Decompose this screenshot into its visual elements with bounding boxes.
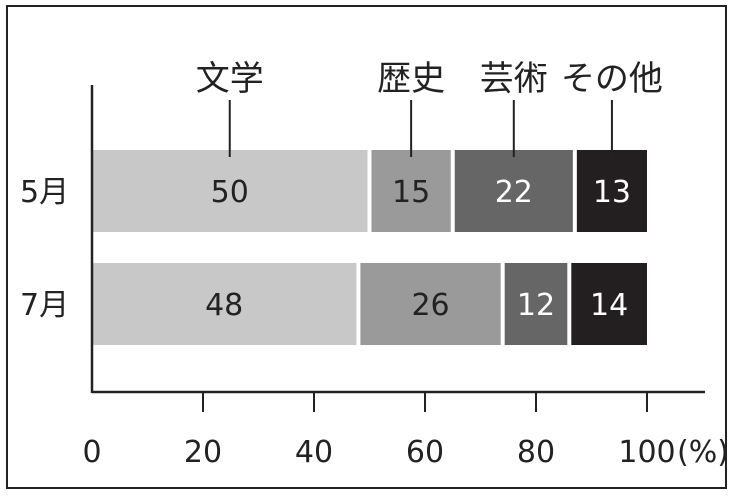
legend-group: 文学 歴史 芸術 その他 [196, 59, 663, 157]
bar-segment [92, 150, 368, 232]
bar-segment [92, 263, 357, 345]
bar-value-label: 48 [205, 288, 243, 323]
bar-segment [360, 263, 501, 345]
x-tick-label: 80 [517, 435, 555, 470]
bar-value-label: 12 [517, 288, 555, 323]
x-tick-label: 60 [406, 435, 444, 470]
x-tick-label: 20 [184, 435, 222, 470]
legend-label: 歴史 [377, 59, 445, 99]
bar-value-label: 14 [590, 288, 628, 323]
legend-label: 芸術 [480, 59, 548, 99]
legend-label: その他 [561, 59, 663, 99]
chart-frame [6, 5, 727, 489]
bar-value-label: 13 [593, 175, 631, 210]
category-label: 7月 [20, 288, 69, 323]
category-label: 5月 [20, 175, 69, 210]
bar-segment [576, 150, 647, 232]
bar-value-label: 50 [211, 175, 249, 210]
value-labels-group: 50 15 22 13 48 26 12 14 [205, 175, 631, 323]
bars-group [92, 150, 647, 345]
bar-segment [504, 263, 568, 345]
bar-value-label: 15 [392, 175, 430, 210]
x-tick-label: 40 [295, 435, 333, 470]
bar-value-label: 22 [495, 175, 533, 210]
legend-label: 文学 [196, 59, 264, 99]
bar-segment [454, 150, 573, 232]
x-unit-label: (%) [677, 435, 729, 470]
bar-value-label: 26 [411, 288, 449, 323]
bar-segment [371, 150, 451, 232]
x-tick-label: 100 [618, 435, 675, 470]
axis-group: 5月 7月 0 20 40 60 80 100 (%) [20, 85, 729, 470]
x-tick-label: 0 [82, 435, 101, 470]
bar-segment [571, 263, 647, 345]
